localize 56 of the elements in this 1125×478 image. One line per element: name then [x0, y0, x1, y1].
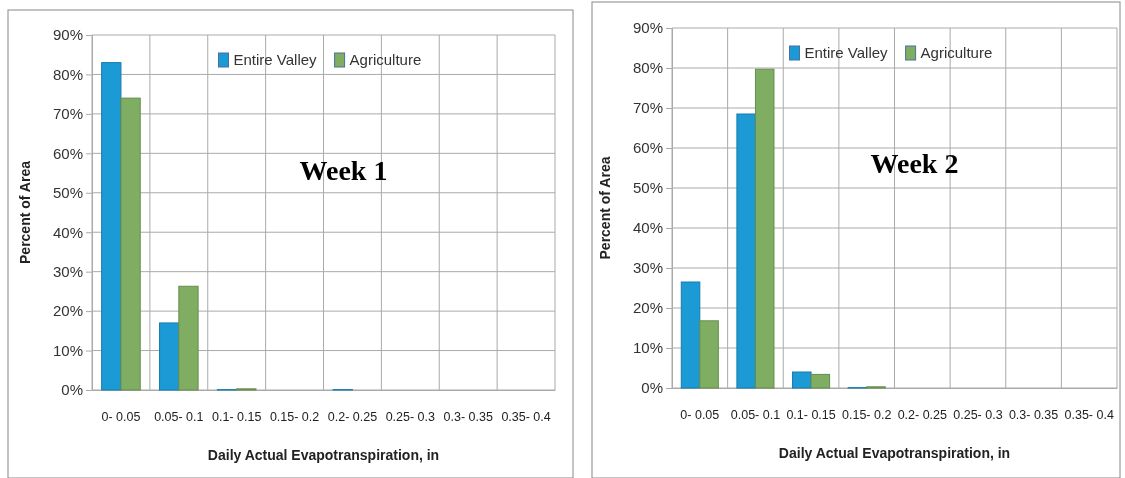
x-tick-label: 0.15- 0.2	[269, 409, 320, 424]
legend-label: Agriculture	[920, 44, 993, 61]
y-tick-label: 30%	[632, 259, 663, 277]
bar	[159, 322, 180, 391]
y-tick-label: 20%	[632, 299, 663, 317]
y-tick-label: 70%	[632, 99, 663, 117]
x-tick-label: 0.25- 0.3	[953, 407, 1003, 422]
y-axis-title: Percent of Area	[597, 156, 613, 260]
y-tick-label: 60%	[632, 139, 663, 157]
y-tick-label: 60%	[52, 144, 83, 162]
bar	[178, 285, 199, 391]
x-tick-label: 0- 0.05	[101, 409, 141, 424]
annotation: Week 2	[870, 148, 959, 179]
annotation: Week 1	[299, 155, 388, 186]
x-tick-label: 0.3- 0.35	[443, 409, 493, 424]
x-tick-label: 0.25- 0.3	[385, 409, 436, 424]
legend-label: Entire Valley	[804, 44, 889, 61]
x-tick-label: 0.3- 0.35	[1008, 407, 1059, 422]
y-tick-label: 0%	[641, 379, 663, 397]
legend-label: Agriculture	[349, 51, 422, 68]
bar	[101, 62, 122, 391]
y-tick-label: 30%	[52, 262, 83, 280]
x-tick-label: 0.05- 0.1	[730, 407, 781, 422]
x-axis-title: Daily Actual Evapotranspiration, in	[778, 445, 1011, 461]
bar	[810, 373, 831, 389]
y-tick-label: 90%	[52, 26, 83, 44]
x-tick-label: 0.1- 0.15	[786, 407, 836, 422]
x-tick-label: 0.35- 0.4	[501, 409, 551, 424]
x-tick-label: 0- 0.05	[680, 407, 720, 422]
y-tick-label: 10%	[632, 339, 663, 357]
x-tick-label: 0.2- 0.25	[327, 409, 378, 424]
bar	[680, 281, 701, 389]
x-tick-label: 0.1- 0.15	[212, 409, 262, 424]
bar	[736, 113, 756, 389]
y-tick-label: 10%	[52, 341, 83, 359]
x-tick-label: 0.2- 0.25	[897, 407, 948, 422]
x-tick-label: 0.05- 0.1	[154, 409, 204, 424]
x-axis-title: Daily Actual Evapotranspiration, in	[207, 447, 440, 463]
y-tick-label: 80%	[632, 59, 663, 77]
y-tick-label: 50%	[52, 184, 83, 202]
x-tick-label: 0.35- 0.4	[1064, 407, 1114, 422]
y-tick-label: 20%	[52, 302, 83, 320]
y-axis-title: Percent of Area	[17, 160, 33, 264]
x-tick-label: 0.15- 0.2	[842, 407, 892, 422]
y-tick-label: 0%	[61, 381, 83, 399]
bar	[120, 97, 141, 391]
y-tick-label: 40%	[632, 219, 663, 237]
y-tick-label: 70%	[52, 105, 83, 123]
bar	[792, 371, 812, 389]
y-tick-label: 50%	[632, 179, 663, 197]
bar	[754, 68, 775, 389]
legend-label: Entire Valley	[233, 51, 318, 68]
y-tick-label: 40%	[52, 223, 83, 241]
bar	[699, 320, 719, 389]
y-tick-label: 90%	[632, 19, 663, 37]
y-tick-label: 80%	[52, 65, 83, 83]
